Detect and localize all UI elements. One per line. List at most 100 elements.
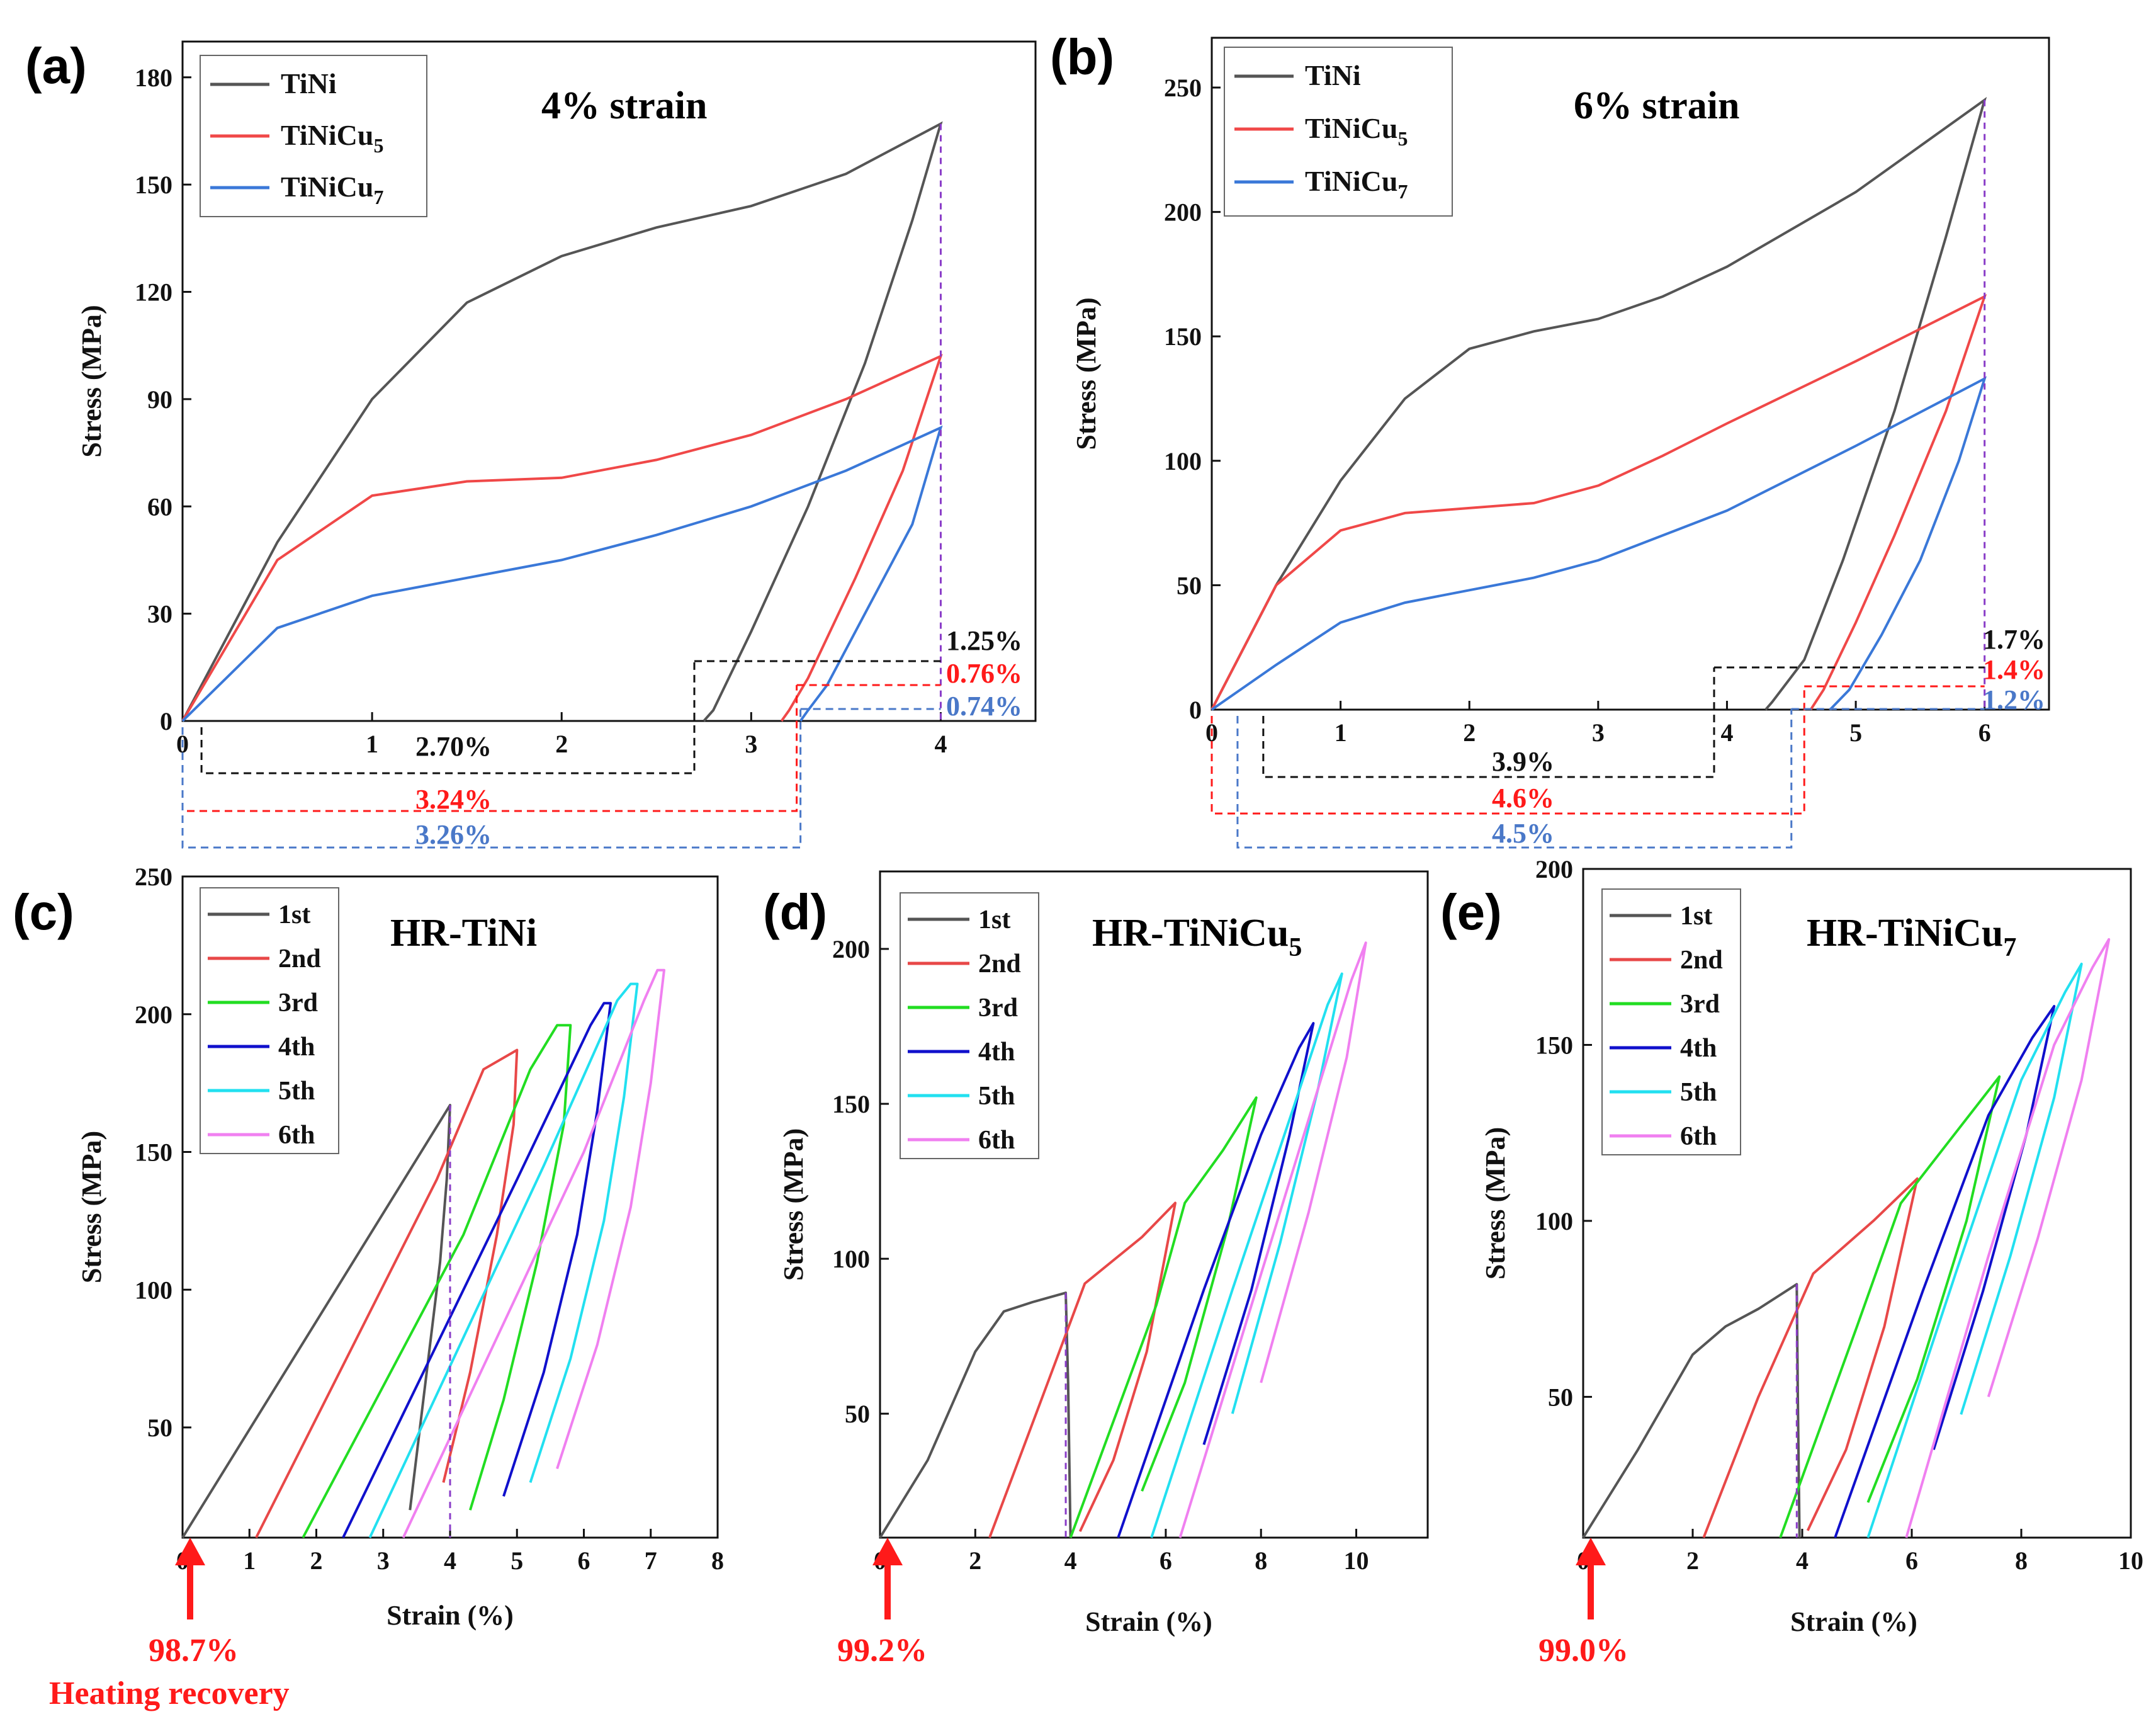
y-axis-label-a: Stress (MPa) [76, 305, 107, 457]
x-tick-label-d: 4 [1064, 1546, 1077, 1575]
ann-b-res-cu5: 4.6% [1492, 783, 1554, 814]
plot-d: 024681050100150200Stress (MPa)Strain (%)… [778, 870, 1429, 1637]
x-tick-label-c: 5 [511, 1546, 523, 1575]
plot-frame-e [1582, 868, 2132, 1539]
series-line-d-3rd [1069, 1096, 1258, 1538]
ann-b-rec-cu7: 1.2% [1983, 684, 2045, 715]
x-tick-label-c: 6 [578, 1546, 590, 1575]
y-axis-label-c: Stress (MPa) [76, 1131, 107, 1283]
legend-label-b-2: TiNiCu7 [1305, 165, 1408, 203]
recovery-c-note: Heating recovery [49, 1676, 290, 1711]
y-tick-label-a: 0 [160, 707, 172, 735]
legend-label-c-3: 4th [278, 1033, 315, 1062]
legend-label-sub: 5 [1397, 127, 1408, 150]
series-line-c-6th [402, 968, 665, 1538]
ann-b-res-tini: 3.9% [1492, 746, 1554, 777]
plot-c: 01234567850100150200250Stress (MPa)Strai… [76, 863, 724, 1631]
y-tick-label-e: 50 [1548, 1383, 1573, 1411]
residual-bracket-b-TiNiCu5 [1211, 686, 1805, 815]
legend-label-main: TiNi [281, 67, 337, 99]
title-e-sub: 7 [2003, 933, 2016, 962]
legend-label-main: TiNiCu [281, 171, 373, 203]
residual-bracket-b-TiNi [1262, 667, 1715, 778]
legend-label-c-2: 3rd [278, 989, 318, 1018]
legend-label-main: TiNiCu [1305, 112, 1397, 144]
x-tick-label-c: 4 [444, 1546, 456, 1575]
y-tick-label-b: 150 [1164, 322, 1202, 351]
series-line-d-6th [1178, 941, 1367, 1538]
x-tick-label-b: 4 [1720, 718, 1733, 747]
y-tick-label-b: 50 [1177, 571, 1202, 599]
recovery-c: 98.7% [149, 1633, 239, 1669]
y-tick-label-c: 100 [135, 1276, 172, 1304]
y-tick-label-b: 250 [1164, 74, 1202, 102]
y-tick-label-a: 90 [147, 385, 172, 414]
legend-label-d-3: 4th [978, 1038, 1015, 1067]
title-d-sub: 5 [1289, 933, 1302, 962]
x-tick-label-c: 8 [711, 1546, 724, 1575]
legend-label-e-4: 5th [1680, 1078, 1717, 1107]
plot-e: 024681050100150200Stress (MPa)Strain (%)… [1480, 855, 2143, 1637]
x-tick-label-a: 4 [934, 730, 947, 758]
legend-label-e-5: 6th [1680, 1122, 1717, 1151]
x-axis-label-c: Strain (%) [387, 1600, 514, 1631]
legend-box-e [1601, 888, 1741, 1155]
y-tick-label-d: 150 [832, 1090, 870, 1118]
legend-label-c-1: 2nd [278, 944, 321, 973]
panel-label-d: (d) [763, 884, 827, 940]
ann-a-res-tini: 2.70% [415, 731, 492, 762]
x-tick-label-d: 8 [1255, 1546, 1267, 1575]
y-tick-label-c: 250 [135, 863, 172, 891]
legend-label-d-5: 6th [978, 1126, 1015, 1155]
x-axis-label-e: Strain (%) [1790, 1606, 1917, 1637]
y-tick-label-c: 150 [135, 1138, 172, 1167]
y-tick-label-c: 200 [135, 1001, 172, 1029]
y-tick-label-e: 150 [1535, 1031, 1573, 1059]
title-e-main: HR-TiNiCu [1807, 912, 2003, 955]
x-tick-label-e: 8 [2015, 1546, 2028, 1575]
x-tick-label-d: 2 [969, 1546, 981, 1575]
annotations-b: 1.7% 1.4% 1.2% 3.9% 4.6% 4.5% [1492, 624, 2045, 849]
x-tick-label-c: 3 [377, 1546, 390, 1575]
legend-label-e-0: 1st [1680, 902, 1712, 931]
series-line-e-2nd [1702, 1177, 1919, 1538]
y-axis-label-d: Stress (MPa) [778, 1128, 809, 1281]
series-line-e-3rd [1779, 1075, 2001, 1538]
legend-label-b-1: TiNiCu5 [1305, 112, 1408, 150]
x-tick-label-e: 4 [1796, 1546, 1809, 1575]
y-tick-label-b: 100 [1164, 447, 1202, 475]
legend-label-a-0: TiNi [281, 67, 337, 99]
ann-b-res-cu7: 4.5% [1492, 818, 1554, 849]
x-axis-label-d: Strain (%) [1085, 1606, 1212, 1637]
residual-bracket-a-TiNi [200, 661, 696, 774]
series-line-c-2nd [255, 1048, 519, 1538]
y-tick-label-d: 50 [845, 1400, 870, 1428]
title-d: HR-TiNiCu5 [1092, 912, 1302, 962]
series-line-c-5th [368, 982, 639, 1538]
x-tick-label-a: 2 [555, 730, 568, 758]
annotations-a: 1.25% 0.76% 0.74% 2.70% 3.24% 3.26% [415, 625, 1022, 850]
legend-label-main: TiNiCu [1305, 165, 1397, 197]
ann-b-rec-tini: 1.7% [1983, 624, 2045, 655]
title-d-main: HR-TiNiCu [1092, 912, 1289, 955]
y-tick-label-e: 100 [1535, 1207, 1573, 1235]
x-tick-label-e: 2 [1686, 1546, 1699, 1575]
x-tick-label-a: 1 [366, 730, 378, 758]
title-b: 6% strain [1574, 84, 1740, 127]
legend-label-a-2: TiNiCu7 [281, 171, 383, 208]
ann-a-rec-tini: 1.25% [946, 625, 1022, 656]
series-line-e-1st [1582, 1283, 1801, 1539]
series-line-d-4th [1117, 1022, 1315, 1538]
title-e: HR-TiNiCu7 [1807, 912, 2016, 962]
ann-a-rec-cu5: 0.76% [946, 658, 1022, 689]
y-tick-label-a: 120 [135, 278, 172, 307]
y-tick-label-b: 0 [1189, 696, 1202, 724]
y-tick-label-a: 60 [147, 492, 172, 521]
x-tick-label-e: 6 [1905, 1546, 1918, 1575]
y-tick-label-a: 180 [135, 64, 172, 92]
legend-label-sub: 7 [373, 186, 383, 208]
series-line-a-TiNiCu7 [181, 425, 943, 722]
title-c: HR-TiNi [390, 912, 537, 955]
x-tick-label-a: 3 [745, 730, 757, 758]
